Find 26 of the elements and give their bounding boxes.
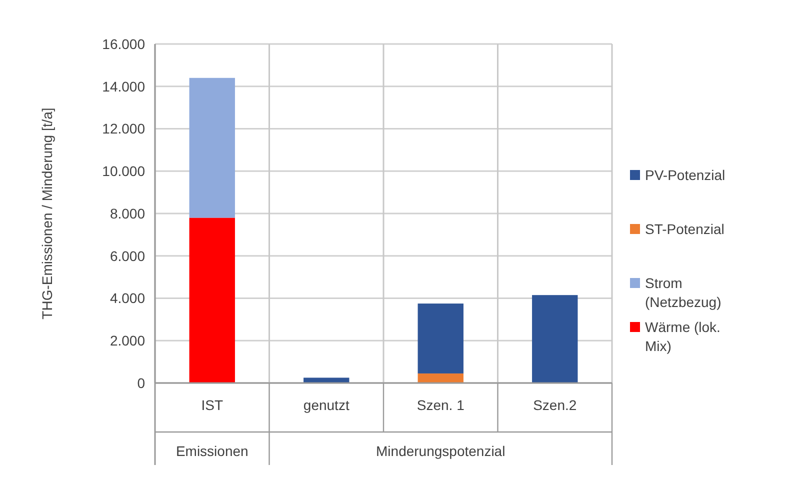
y-tick-label: 14.000 xyxy=(102,78,146,94)
y-axis-title: THG-Emissionen / Minderung [t/a] xyxy=(39,108,55,320)
bar xyxy=(304,378,350,383)
x-tick-label: IST xyxy=(201,397,224,413)
x-tick-label: genutzt xyxy=(303,397,350,413)
y-tick-label: 16.000 xyxy=(102,36,146,52)
bar xyxy=(418,373,464,383)
y-tick-label: 10.000 xyxy=(102,163,146,180)
y-tick-label: 0 xyxy=(137,374,146,391)
y-tick-label: 2.000 xyxy=(110,332,146,349)
bar xyxy=(418,304,464,374)
y-tick-label: 12.000 xyxy=(102,120,146,137)
legend-label: ST-Potenzial xyxy=(645,221,724,237)
bar xyxy=(189,218,235,383)
x-tick-label: Szen. 1 xyxy=(416,397,465,413)
text: Emissionen xyxy=(176,443,248,459)
legend-label: Strom (Netzbezug) xyxy=(645,275,722,310)
y-tick-label: 8.000 xyxy=(110,205,146,222)
legend-label: Wärme (lok. Mix) xyxy=(645,319,720,354)
text: Minderungspotenzial xyxy=(376,443,506,459)
bar xyxy=(532,295,578,383)
bar xyxy=(189,78,235,218)
x-tick-label: Szen.2 xyxy=(533,397,577,413)
y-tick-label: 6.000 xyxy=(110,248,146,264)
y-tick-label: 4.000 xyxy=(110,290,146,306)
legend-label: PV-Potenzial xyxy=(645,167,726,183)
